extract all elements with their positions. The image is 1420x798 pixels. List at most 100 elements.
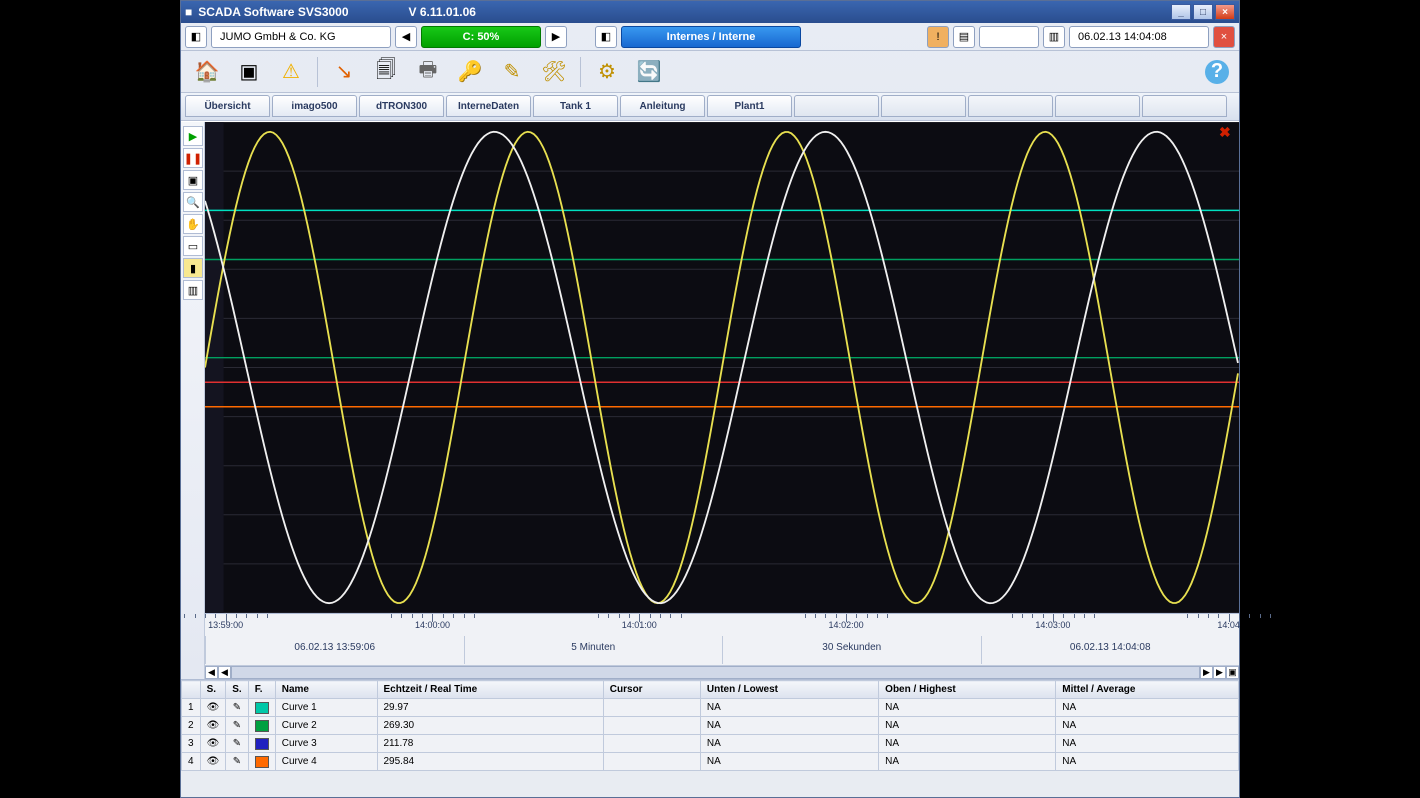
tool-zoom-button[interactable]: 🔍 <box>183 192 203 212</box>
row-name: Curve 3 <box>275 735 377 753</box>
arrow-icon[interactable]: ↘ <box>328 56 360 88</box>
tab-empty[interactable] <box>1055 95 1140 117</box>
row-low: NA <box>700 717 878 735</box>
row-swatch <box>248 753 275 771</box>
tool-icon[interactable]: 🛠 <box>538 56 570 88</box>
row-name: Curve 2 <box>275 717 377 735</box>
nav-prev-button[interactable]: ◀ <box>395 26 417 48</box>
tab-dtron300[interactable]: dTRON300 <box>359 95 444 117</box>
row-realtime: 269.30 <box>377 717 603 735</box>
row-high: NA <box>879 699 1056 717</box>
tool-cursor-button[interactable]: ▮ <box>183 258 203 278</box>
tab-empty[interactable] <box>968 95 1053 117</box>
alert-icon[interactable]: ! <box>927 26 949 48</box>
pause-button[interactable]: ❚❚ <box>183 148 203 168</box>
scroll-track[interactable] <box>231 666 1200 679</box>
status-close-button[interactable]: × <box>1213 26 1235 48</box>
tab-empty[interactable] <box>881 95 966 117</box>
x-axis: 13:59:0014:00:0014:01:0014:02:0014:03:00… <box>205 613 1239 665</box>
status-chip-a[interactable]: ▤ <box>953 26 975 48</box>
h-scrollbar[interactable]: ◀ ◀ ▶ ▶ ▣ <box>205 665 1239 679</box>
internal-icon[interactable]: ◧ <box>595 26 617 48</box>
scroll-end-button[interactable]: ▣ <box>1226 666 1239 679</box>
maximize-button[interactable]: □ <box>1193 4 1213 20</box>
legend-col-header <box>182 681 201 699</box>
app-title: SCADA Software SVS3000 <box>198 5 348 19</box>
row-visibility-icon[interactable]: 👁 <box>200 717 226 735</box>
nav-next-button[interactable]: ▶ <box>545 26 567 48</box>
row-swatch <box>248 699 275 717</box>
tab-empty[interactable] <box>1142 95 1227 117</box>
key-icon[interactable]: 🔑 <box>454 56 486 88</box>
warning-icon[interactable]: ⚠ <box>275 56 307 88</box>
tool-hand-button[interactable]: ✋ <box>183 214 203 234</box>
legend-col-header: Name <box>275 681 377 699</box>
status-chip-b <box>979 26 1039 48</box>
scroll-left2-button[interactable]: ◀ <box>218 666 231 679</box>
status-chip-c[interactable]: ▥ <box>1043 26 1065 48</box>
table-row[interactable]: 3👁✎Curve 3211.78NANANA <box>182 735 1239 753</box>
table-row[interactable]: 1👁✎Curve 129.97NANANA <box>182 699 1239 717</box>
row-low: NA <box>700 735 878 753</box>
screen-icon[interactable]: ▣ <box>233 56 265 88</box>
legend-col-header: F. <box>248 681 275 699</box>
home-icon[interactable]: 🏠 <box>191 56 223 88</box>
help-icon[interactable]: ? <box>1205 60 1229 84</box>
separator <box>317 57 318 87</box>
row-edit-icon[interactable]: ✎ <box>226 717 248 735</box>
table-row[interactable]: 2👁✎Curve 2269.30NANANA <box>182 717 1239 735</box>
row-cursor <box>603 699 700 717</box>
legend-col-header: Echtzeit / Real Time <box>377 681 603 699</box>
tab-empty[interactable] <box>794 95 879 117</box>
scroll-left-button[interactable]: ◀ <box>205 666 218 679</box>
refresh-icon[interactable]: 🔄 <box>633 56 665 88</box>
tab-internedaten[interactable]: InterneDaten <box>446 95 531 117</box>
row-index: 4 <box>182 753 201 771</box>
row-cursor <box>603 753 700 771</box>
tab-anleitung[interactable]: Anleitung <box>620 95 705 117</box>
chart-close-button[interactable]: ✖ <box>1219 124 1235 140</box>
row-visibility-icon[interactable]: 👁 <box>200 753 226 771</box>
scroll-right-button[interactable]: ▶ <box>1213 666 1226 679</box>
tab-plant1[interactable]: Plant1 <box>707 95 792 117</box>
row-low: NA <box>700 699 878 717</box>
row-edit-icon[interactable]: ✎ <box>226 699 248 717</box>
table-row[interactable]: 4👁✎Curve 4295.84NANANA <box>182 753 1239 771</box>
app-window: ■ SCADA Software SVS3000 V 6.11.01.06 _ … <box>180 0 1240 798</box>
close-button[interactable]: × <box>1215 4 1235 20</box>
gear-icon[interactable]: ⚙ <box>591 56 623 88</box>
status-bar: ◧ JUMO GmbH & Co. KG ◀ C: 50% ▶ ◧ Intern… <box>181 23 1239 51</box>
tool-select-button[interactable]: ▭ <box>183 236 203 256</box>
row-high: NA <box>879 753 1056 771</box>
row-index: 3 <box>182 735 201 753</box>
tab--bersicht[interactable]: Übersicht <box>185 95 270 117</box>
print-icon[interactable]: 🖶 <box>412 56 444 88</box>
chart-svg[interactable] <box>205 122 1239 613</box>
play-button[interactable]: ▶ <box>183 126 203 146</box>
status-icon-left[interactable]: ◧ <box>185 26 207 48</box>
row-low: NA <box>700 753 878 771</box>
x-region-label: 06.02.13 13:59:06 <box>205 636 464 664</box>
x-region-label: 30 Sekunden <box>722 636 981 664</box>
row-edit-icon[interactable]: ✎ <box>226 735 248 753</box>
legend-table: S.S.F.NameEchtzeit / Real TimeCursorUnte… <box>181 679 1239 797</box>
scroll-right2-button[interactable]: ▶ <box>1200 666 1213 679</box>
legend-col-header: S. <box>226 681 248 699</box>
title-icon: ■ <box>185 5 192 19</box>
row-realtime: 295.84 <box>377 753 603 771</box>
chart-side-tools: ▶ ❚❚ ▣ 🔍 ✋ ▭ ▮ ▥ <box>181 122 205 679</box>
app-version: V 6.11.01.06 <box>409 5 476 19</box>
minimize-button[interactable]: _ <box>1171 4 1191 20</box>
row-edit-icon[interactable]: ✎ <box>226 753 248 771</box>
legend-col-header: Unten / Lowest <box>700 681 878 699</box>
row-visibility-icon[interactable]: 👁 <box>200 735 226 753</box>
tool-extra-button[interactable]: ▥ <box>183 280 203 300</box>
row-visibility-icon[interactable]: 👁 <box>200 699 226 717</box>
x-region-label: 06.02.13 14:04:08 <box>981 636 1240 664</box>
tab-tank-1[interactable]: Tank 1 <box>533 95 618 117</box>
tab-imago500[interactable]: imago500 <box>272 95 357 117</box>
edit-icon[interactable]: ✎ <box>496 56 528 88</box>
copy-icon[interactable]: 🗐 <box>370 56 402 88</box>
connection-chip: C: 50% <box>421 26 541 48</box>
tool-fullscreen-button[interactable]: ▣ <box>183 170 203 190</box>
